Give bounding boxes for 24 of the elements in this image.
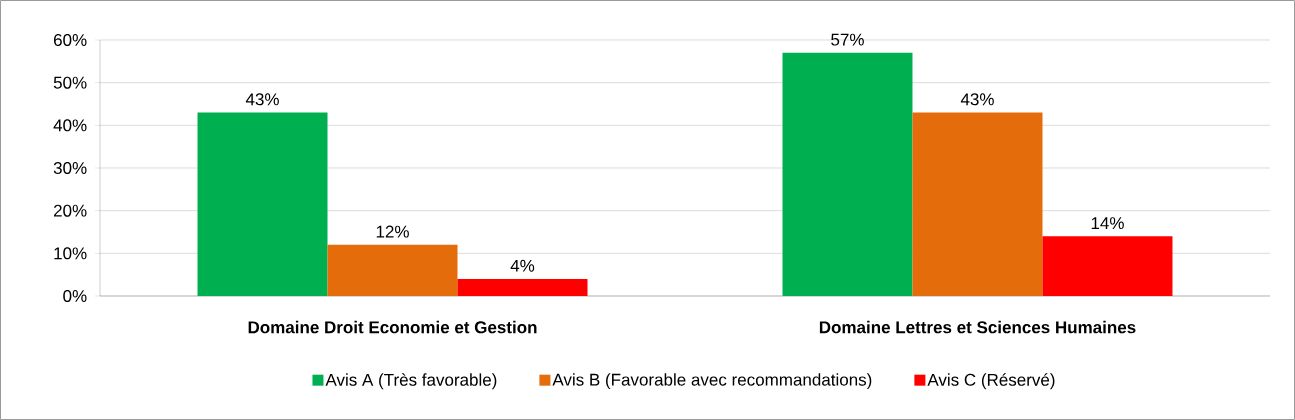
y-tick-label: 0% [63,289,87,303]
bar [327,244,458,296]
y-tick-label: 50% [53,76,87,89]
bar [197,112,328,296]
y-tick-label: 40% [53,119,87,132]
y-tick-label: 60% [53,33,87,47]
bar [912,112,1043,296]
bar [457,278,588,296]
bar [1042,236,1173,296]
data-label: 43% [960,93,994,106]
y-tick-label: 20% [53,204,87,217]
legend-label: Avis C (Réservé) [927,373,1055,390]
data-label: 12% [376,225,409,238]
x-tick-label: Domaine Lettres et Sciences Humaines [819,320,1136,334]
y-tick-label: 30% [53,161,87,175]
legend-label: Avis B (Favorable avec recommandations) [552,373,872,390]
y-tick-label: 10% [54,247,87,260]
data-label: 4% [510,259,535,272]
data-label: 57% [831,33,864,46]
legend-label: Avis A (Très favorable) [325,373,497,390]
bar [782,52,913,296]
data-label: 43% [245,93,279,106]
x-tick-label: Domaine Droit Economie et Gestion [248,320,537,334]
data-label: 14% [1091,217,1124,230]
